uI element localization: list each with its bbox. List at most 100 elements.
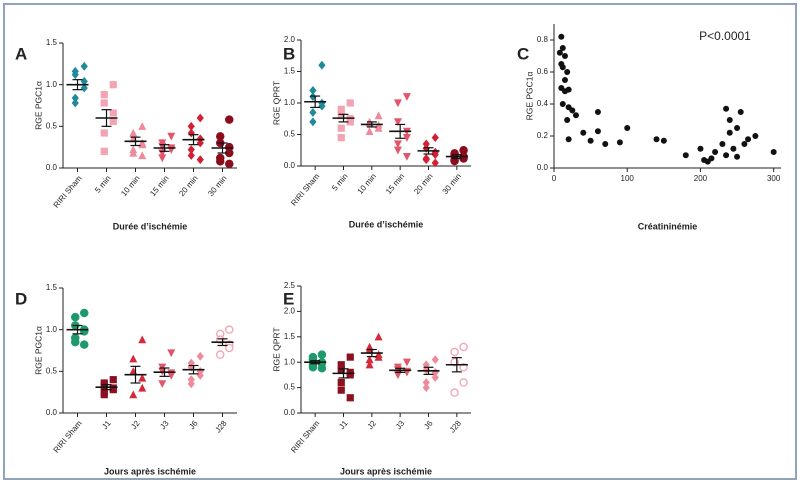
data-point xyxy=(374,352,383,361)
y-tick-label: 0.8 xyxy=(537,35,549,44)
y-axis-label: RGE QPRT xyxy=(271,327,281,371)
data-point xyxy=(594,109,601,115)
y-tick-label: 2.0 xyxy=(284,35,296,44)
data-point xyxy=(71,70,79,80)
data-point xyxy=(138,383,147,392)
data-point xyxy=(365,360,374,369)
data-point xyxy=(100,99,108,107)
data-point xyxy=(422,155,430,165)
data-point xyxy=(745,136,752,143)
data-point xyxy=(402,134,411,142)
y-tick-label: 1.5 xyxy=(46,38,58,47)
data-point xyxy=(580,129,587,136)
data-point xyxy=(734,153,741,160)
data-point xyxy=(337,378,345,387)
x-tick-label: 15 min xyxy=(384,172,406,196)
x-tick-label: 0 xyxy=(552,174,557,183)
x-tick-label: 5 min xyxy=(93,174,112,195)
data-point xyxy=(422,378,430,387)
x-tick-label: J2 xyxy=(366,418,379,431)
data-point xyxy=(318,60,326,70)
y-tick-label: 1.0 xyxy=(284,98,296,107)
data-point xyxy=(564,69,571,75)
data-point xyxy=(196,155,204,165)
y-tick-label: 0.5 xyxy=(46,121,58,130)
data-point xyxy=(71,98,79,108)
data-point xyxy=(393,371,402,380)
data-point xyxy=(594,128,601,135)
data-point xyxy=(187,121,195,131)
data-point xyxy=(309,92,317,102)
data-point xyxy=(158,380,167,389)
data-point xyxy=(564,117,571,123)
data-point xyxy=(374,124,383,132)
y-tick-label: 0.0 xyxy=(537,163,549,172)
data-point xyxy=(365,355,374,364)
y-tick-label: 1.0 xyxy=(46,80,58,89)
data-point xyxy=(741,141,748,147)
annotation: P<0.0001 xyxy=(699,29,751,43)
data-point xyxy=(431,133,439,143)
figure: A 0.0 0.5 1.0 1.5 RGE PGC1α RIRI Sham 5 min 10 m… xyxy=(15,24,781,476)
x-tick-label: J3 xyxy=(394,418,407,431)
x-axis-label: Créatininémie xyxy=(638,221,698,231)
data-point xyxy=(723,152,730,159)
data-point xyxy=(402,358,411,367)
data-point xyxy=(697,145,704,152)
data-point xyxy=(129,128,138,137)
data-point xyxy=(100,147,108,155)
x-tick-label: 30 min xyxy=(441,172,463,196)
panel-letter: C xyxy=(517,44,529,63)
data-point xyxy=(770,149,777,155)
data-point xyxy=(129,354,138,363)
data-point xyxy=(726,117,733,123)
data-point xyxy=(80,340,89,349)
data-point xyxy=(309,86,317,95)
y-axis-label: RGE PGC1α xyxy=(33,81,43,130)
data-point xyxy=(422,383,430,392)
data-point xyxy=(730,145,737,152)
data-point xyxy=(337,124,345,132)
data-point xyxy=(109,109,117,117)
y-tick-label: 2.5 xyxy=(284,281,296,290)
data-point xyxy=(337,386,345,394)
y-tick-label: 1.5 xyxy=(284,67,296,76)
data-point xyxy=(308,363,318,372)
data-point xyxy=(374,111,383,120)
data-point xyxy=(109,81,117,89)
data-point xyxy=(71,312,80,322)
data-point xyxy=(752,133,759,139)
data-point xyxy=(572,112,579,119)
data-point xyxy=(318,101,326,111)
data-point xyxy=(569,107,576,114)
data-point xyxy=(346,99,354,107)
x-tick-label: J28 xyxy=(213,418,229,434)
data-point xyxy=(393,118,402,127)
data-point xyxy=(309,108,317,117)
data-point xyxy=(346,118,354,126)
y-tick-label: 0.6 xyxy=(537,67,549,76)
data-point xyxy=(431,158,439,168)
data-point xyxy=(393,140,402,149)
y-tick-label: 0.5 xyxy=(284,383,296,392)
data-point xyxy=(80,83,88,93)
x-tick-label: J1 xyxy=(100,418,113,431)
data-point xyxy=(723,105,730,112)
data-point xyxy=(712,149,719,155)
y-tick-label: 0.2 xyxy=(537,131,549,140)
data-point xyxy=(682,152,689,159)
x-tick-label: 30 min xyxy=(206,174,228,198)
data-point xyxy=(459,378,468,387)
x-tick-label: J3 xyxy=(158,418,171,431)
y-tick-label: 0.5 xyxy=(284,130,296,139)
data-point xyxy=(431,373,439,382)
y-axis-label: RGE PGC1α xyxy=(33,326,43,375)
x-tick-label: 20 min xyxy=(412,172,434,196)
x-tick-label: J2 xyxy=(129,418,142,431)
data-point xyxy=(196,371,204,380)
data-point xyxy=(565,136,572,143)
data-point xyxy=(138,373,147,382)
data-point xyxy=(422,139,430,149)
data-point xyxy=(215,350,225,359)
y-tick-label: 0.0 xyxy=(284,408,296,417)
